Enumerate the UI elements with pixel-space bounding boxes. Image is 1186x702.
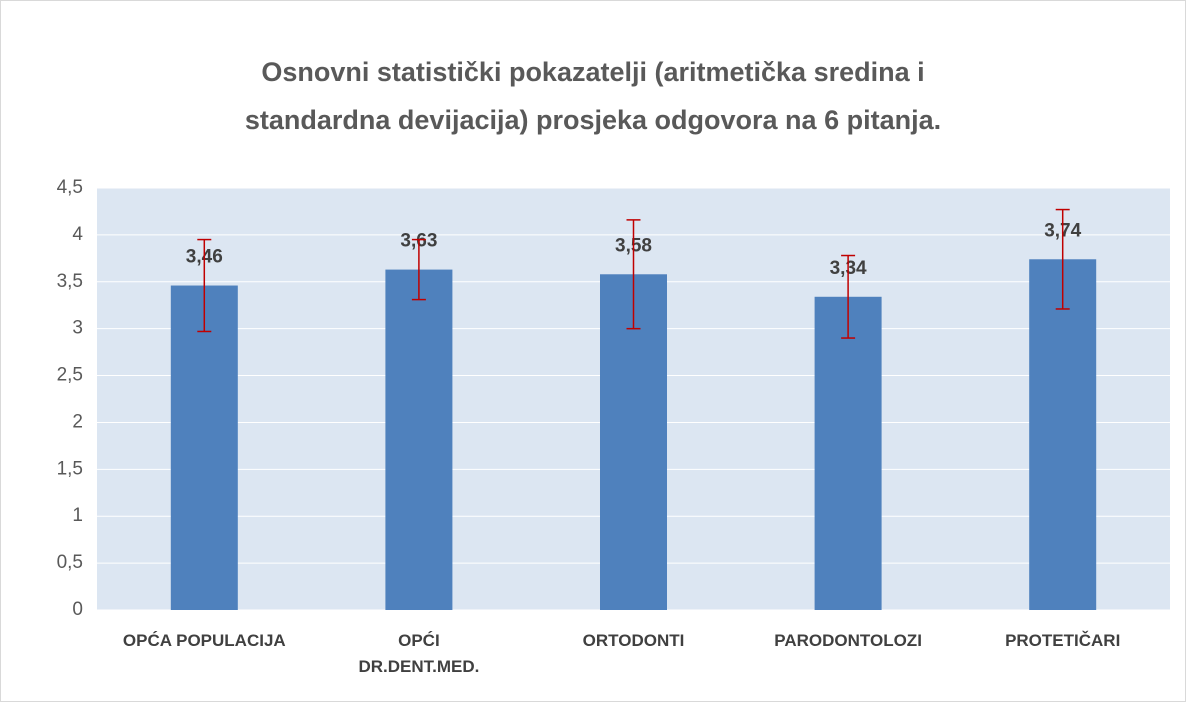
bar <box>1029 259 1097 610</box>
bar <box>600 274 667 610</box>
y-tick-label: 3 <box>72 318 83 339</box>
y-tick-label: 1,5 <box>57 458 83 479</box>
error-bar <box>626 219 641 330</box>
y-tick-label: 2 <box>72 411 83 432</box>
x-tick-label: PROTETIČARI <box>1005 631 1121 650</box>
x-tick-label: OPĆI DR.DENT.MED. <box>358 631 480 676</box>
y-tick-label: 4 <box>72 224 83 245</box>
bar <box>385 269 453 610</box>
x-tick-label: PARODONTOLOZI <box>774 631 922 650</box>
error-bar <box>411 238 426 301</box>
y-tick-label: 2,5 <box>57 365 83 386</box>
y-tick-label: 1 <box>72 505 83 526</box>
error-bar <box>197 238 212 333</box>
y-tick-label: 0,5 <box>57 552 83 573</box>
error-bar <box>1055 208 1070 310</box>
bar <box>814 296 882 610</box>
y-tick-label: 0 <box>72 599 83 620</box>
y-tick-label: 4,5 <box>57 177 83 198</box>
y-tick-label: 3,5 <box>57 271 83 292</box>
x-tick-label: ORTODONTI <box>582 631 685 650</box>
error-bar <box>841 254 856 339</box>
bar <box>170 285 238 610</box>
chart-title: Osnovni statistički pokazatelji (aritmet… <box>244 57 942 135</box>
x-tick-label: OPĆA POPULACIJA <box>122 631 286 650</box>
